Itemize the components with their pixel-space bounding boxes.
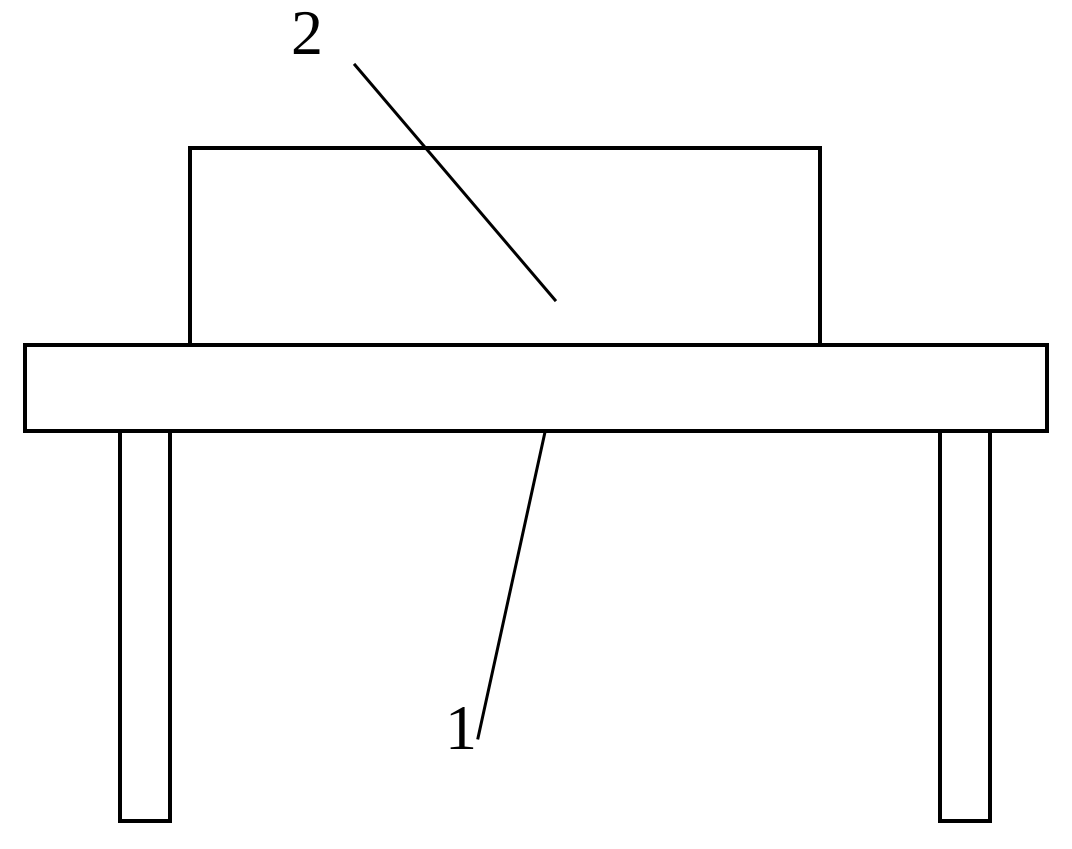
leader-line-2: [355, 65, 555, 300]
leg-left: [120, 431, 170, 821]
callout-label-2: 2: [291, 0, 323, 70]
callout-label-2-text: 2: [291, 0, 323, 68]
leg-right: [940, 431, 990, 821]
leader-line-1: [478, 432, 545, 738]
callout-label-1-text: 1: [445, 692, 477, 763]
callout-label-1: 1: [445, 691, 477, 765]
top-block: [190, 148, 820, 345]
mid-bar: [25, 345, 1047, 431]
